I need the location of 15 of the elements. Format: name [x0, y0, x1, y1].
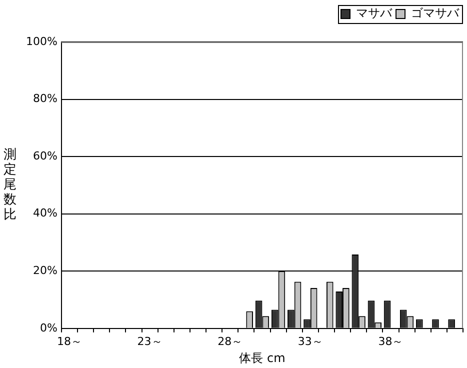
x-tick-label: 28～	[218, 334, 243, 348]
y-tick-label: 40%	[32, 206, 58, 220]
x-tick-label: 23～	[137, 334, 162, 348]
y-tick-label: 60%	[32, 149, 58, 162]
x-tick-label: 33～	[298, 334, 323, 348]
legend-label: マサバ	[356, 6, 393, 20]
y-tick-label: 100%	[26, 34, 58, 48]
y-tick-label: 20%	[32, 264, 58, 277]
x-tick-label: 18～	[56, 334, 82, 348]
y-tick-label: 0%	[40, 321, 58, 334]
x-tick-label: 38～	[378, 334, 404, 348]
legend-label: ゴマサバ	[411, 6, 460, 20]
x-axis-title: 体長 cm	[239, 350, 286, 365]
y-tick-label: 80%	[32, 92, 58, 106]
y-axis-title: 測定尾数比	[4, 148, 16, 223]
